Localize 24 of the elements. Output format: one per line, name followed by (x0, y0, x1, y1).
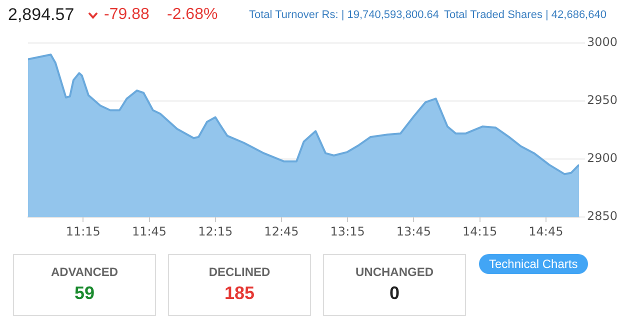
x-tick-label: 13:45 (396, 224, 432, 238)
text: 185 (223, 283, 256, 304)
x-tick-label: 11:45 (132, 224, 167, 238)
y-tick-label: 2950 (587, 93, 618, 108)
x-tick-label: 13:15 (330, 224, 365, 238)
text: UNCHANGED (354, 265, 434, 279)
x-tick-label: 14:45 (528, 224, 564, 238)
x-tick-label: 12:15 (198, 224, 233, 238)
text: 0 (388, 283, 400, 304)
x-tick-label: 14:15 (462, 224, 498, 238)
text: Total Turnover Rs: | 19,740,593,800.64 (249, 9, 439, 21)
text: Technical Charts (479, 254, 588, 274)
text: -79.88 (104, 6, 150, 24)
y-tick-label: 2850 (587, 209, 618, 224)
text: -2.68% (167, 6, 218, 24)
text: DECLINED (208, 265, 272, 279)
text: 2,894.57 (8, 5, 74, 25)
text: ADVANCED (50, 265, 120, 279)
text: 59 (73, 283, 96, 304)
y-tick-label: 2900 (587, 151, 618, 166)
x-tick-label: 12:45 (264, 224, 299, 238)
text: Total Traded Shares | 42,686,640 (444, 9, 606, 21)
x-tick-label: 11:15 (66, 224, 100, 238)
y-tick-label: 3000 (587, 35, 618, 50)
